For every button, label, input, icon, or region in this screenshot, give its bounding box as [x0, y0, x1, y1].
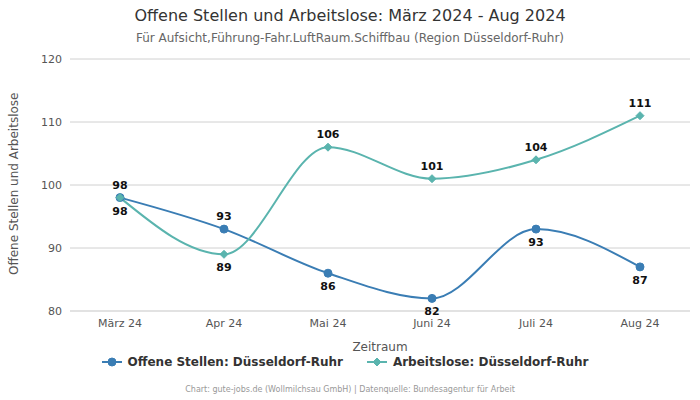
- svg-text:Apr 24: Apr 24: [206, 317, 243, 330]
- svg-text:111: 111: [629, 97, 652, 110]
- svg-text:120: 120: [41, 53, 62, 66]
- svg-text:86: 86: [320, 280, 336, 293]
- svg-text:80: 80: [48, 305, 62, 318]
- svg-text:Juli 24: Juli 24: [518, 317, 553, 330]
- svg-text:101: 101: [421, 160, 444, 173]
- svg-text:110: 110: [41, 116, 62, 129]
- html-text:Für Aufsicht,Führung-Fahr.Luft: Für Aufsicht,Führung-Fahr.LuftRaum.Schif…: [135, 31, 564, 45]
- svg-text:100: 100: [41, 179, 62, 192]
- html-text:Chart: gute-jobs.de (Wollmilch: Chart: gute-jobs.de (Wollmilchsau GmbH) …: [185, 385, 515, 394]
- svg-text:104: 104: [525, 141, 548, 154]
- svg-text:Mai 24: Mai 24: [310, 317, 347, 330]
- svg-text:93: 93: [528, 236, 543, 249]
- svg-text:Aug 24: Aug 24: [621, 317, 660, 330]
- html-text:Offene Stellen und Arbeitslose: Offene Stellen und Arbeitslose: März 202…: [134, 6, 566, 25]
- svg-text:Zeitraum: Zeitraum: [352, 340, 407, 354]
- svg-text:89: 89: [216, 261, 231, 274]
- svg-text:März 24: März 24: [98, 317, 142, 330]
- svg-text:93: 93: [216, 210, 231, 223]
- html-text:Arbeitslose: Düsseldorf-Ruhr: Arbeitslose: Düsseldorf-Ruhr: [392, 355, 589, 369]
- svg-text:106: 106: [317, 128, 340, 141]
- html-text:Offene Stellen: Düsseldorf-Ruh: Offene Stellen: Düsseldorf-Ruhr: [127, 355, 343, 369]
- svg-text:98: 98: [112, 179, 127, 192]
- svg-text:90: 90: [48, 242, 62, 255]
- svg-text:Juni 24: Juni 24: [412, 317, 451, 330]
- svg-text:87: 87: [632, 274, 647, 287]
- svg-text:98: 98: [112, 205, 127, 218]
- svg-text:82: 82: [424, 305, 439, 318]
- svg-text:Offene Stellen und Arbeitslose: Offene Stellen und Arbeitslose: [8, 93, 21, 275]
